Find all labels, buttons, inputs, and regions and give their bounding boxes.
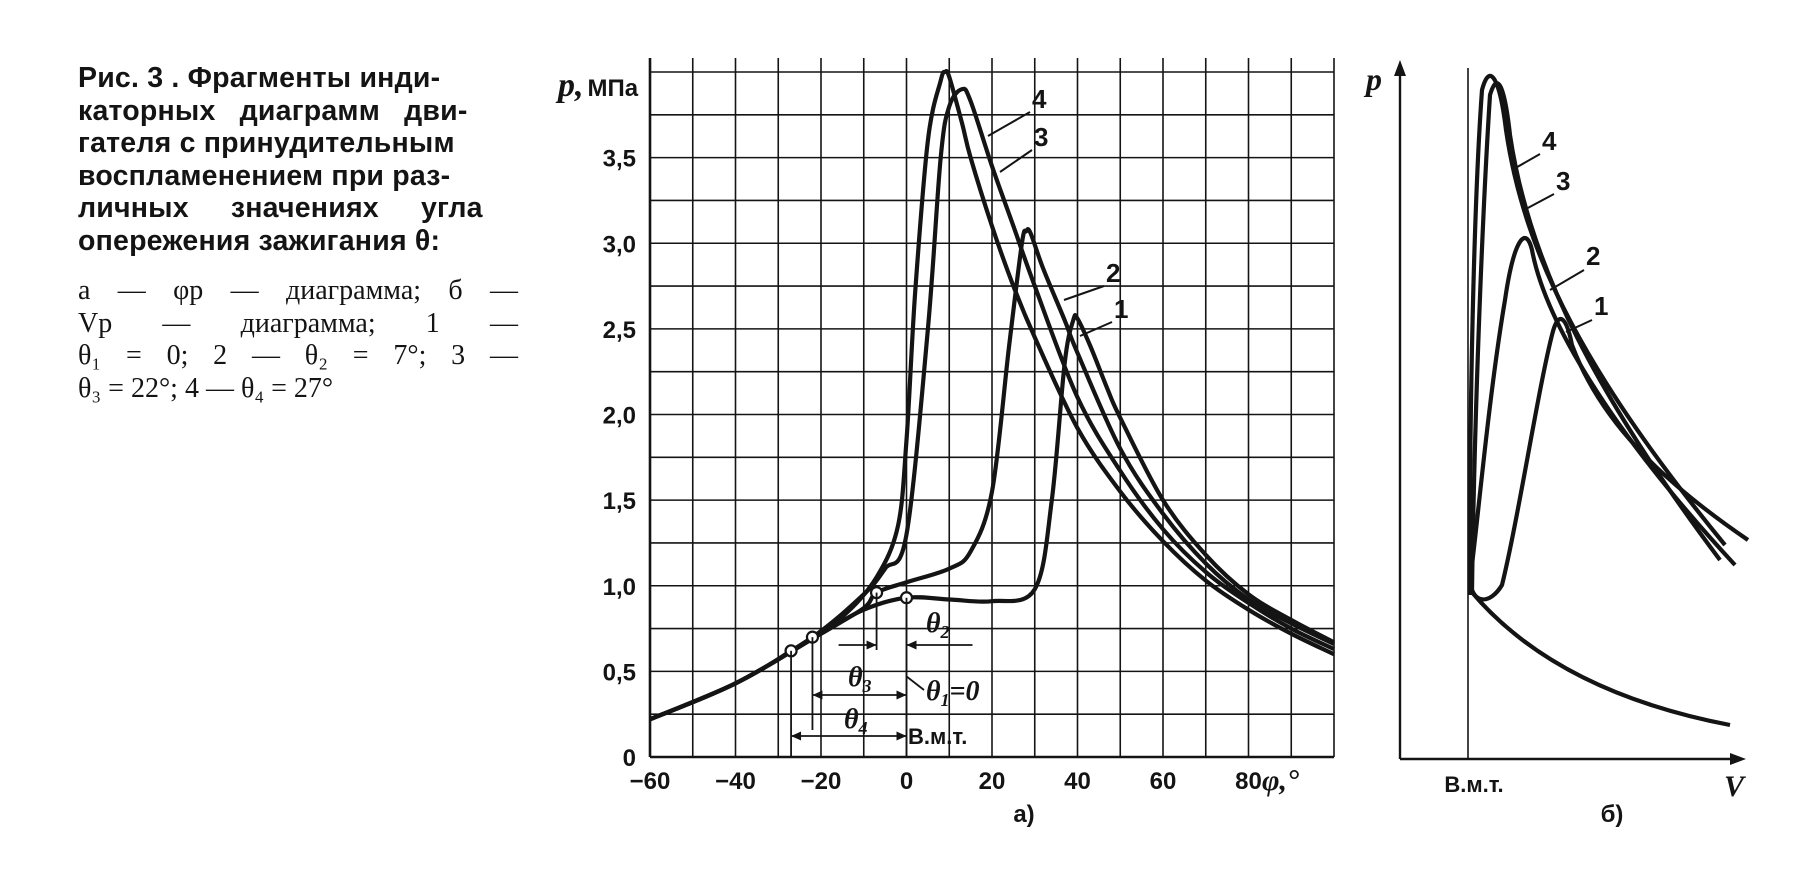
chart-tick-labels: −60 −40 −20 0 20 40 60 80 0 0,5 1,0 1,5 2,0 2,5 3,0 3,5	[603, 146, 1262, 795]
caption-legend-line: θ₁ = 0; 2 — θ₂ = 7°; 3 —	[78, 340, 518, 371]
theta-2-label: θ2	[926, 608, 950, 642]
tdc-label: В.м.т.	[908, 724, 967, 749]
curve-number-label: 2	[1586, 241, 1600, 271]
theta-1-leader	[905, 675, 925, 691]
curve-leader-line	[1523, 193, 1555, 211]
y-tick-label: 2,5	[603, 317, 636, 344]
curve-number-label: 3	[1034, 122, 1048, 152]
caption-title-line: воспламенением при раз-	[78, 159, 451, 192]
caption-title-line: Рис. 3 . Фрагменты инди-	[78, 62, 441, 94]
curve-number-label: 1	[1114, 294, 1128, 324]
y-tick-label: 1,5	[603, 488, 636, 515]
arrow-head	[906, 640, 917, 650]
curve-leader-line	[999, 149, 1033, 173]
x-tick-label: −20	[801, 768, 842, 795]
y-axis-label: p, МПа	[555, 67, 639, 104]
caption-legend-line: Vp — диаграмма; 1 —	[78, 307, 518, 339]
caption-legend: а — φр — диаграмма; б — Vp — диаграмма; …	[78, 275, 518, 405]
v-axis-arrow	[1730, 753, 1746, 765]
curve-leader-line	[1549, 269, 1585, 291]
curve-number-label: 1	[1594, 291, 1608, 321]
x-tick-label: 80	[1235, 768, 1262, 795]
figure-caption: Рис. 3 . Фрагменты инди- каторных диагра…	[78, 62, 518, 405]
curve-number-label: 2	[1106, 258, 1120, 288]
compression-line	[1468, 588, 1731, 728]
curve-leader-line	[1565, 319, 1593, 333]
caption-legend-line: а — φр — диаграмма; б —	[78, 275, 518, 306]
y-tick-label: 0	[623, 745, 636, 772]
series-line-4	[649, 69, 1335, 722]
y-tick-label: 2,0	[603, 403, 636, 430]
caption-title-line: каторных диаграмм дви-	[78, 94, 468, 127]
panel-b-v-p-diagram: p V В.м.т. б) 4 3 2 1	[1363, 60, 1750, 828]
theta-1-label: θ1=0	[926, 676, 980, 710]
x-tick-label: −40	[715, 768, 756, 795]
caption-legend-line: θ₃ = 22°; 4 — θ₄ = 27°	[78, 372, 334, 404]
curve-number-label: 4	[1032, 84, 1047, 114]
theta-4-label: θ4	[844, 704, 868, 738]
p-axis-label: p	[1363, 61, 1382, 97]
y-tick-label: 1,0	[603, 574, 636, 601]
curve-number-label: 3	[1556, 166, 1570, 196]
arrow-head	[866, 640, 877, 650]
x-tick-label: −60	[630, 768, 671, 795]
chart-curves	[649, 69, 1335, 722]
p-axis-arrow	[1394, 60, 1406, 76]
x-tick-label: 40	[1064, 768, 1091, 795]
chart-annotations: p, МПа φ,° а) 4 3 2 1 θ4 θ3 θ2 θ1=0 В.м.т.	[555, 67, 1299, 828]
x-axis-label: φ,°	[1262, 764, 1299, 797]
series-line-2	[649, 227, 1335, 722]
arrow-head	[791, 731, 802, 741]
panel-label-b: б)	[1601, 801, 1624, 828]
vp-curve-3	[1469, 81, 1722, 593]
panel-label-a: а)	[1013, 801, 1034, 828]
theta-3-label: θ3	[848, 662, 872, 696]
x-tick-label: 0	[900, 768, 913, 795]
panel-a-phi-p-diagram: −60 −40 −20 0 20 40 60 80 0 0,5 1,0 1,5 2,0 2,5 3,0 3,5…	[555, 58, 1335, 828]
v-axis-label: V	[1724, 770, 1747, 803]
y-tick-label: 3,0	[603, 231, 636, 258]
y-tick-label: 0,5	[603, 659, 636, 686]
vp-curve-1	[1467, 316, 1750, 602]
y-tick-label: 3,5	[603, 146, 636, 173]
caption-title-line: личных значениях угла	[78, 192, 483, 224]
caption-title: Рис. 3 . Фрагменты инди- каторных диагра…	[78, 62, 518, 257]
curve-leader-line	[1063, 285, 1105, 301]
arrow-head	[896, 690, 907, 700]
caption-title-line: гателя с принудительным	[78, 127, 455, 159]
caption-title-line: опережения зажигания θ:	[78, 224, 441, 257]
vp-curve-4	[1467, 74, 1727, 596]
arrow-head	[812, 690, 823, 700]
x-tick-label: 20	[979, 768, 1006, 795]
curve-leader-line	[1079, 321, 1113, 337]
curve-leader-line	[987, 111, 1031, 137]
curve-number-label: 4	[1542, 126, 1557, 156]
curve-leader-line	[1511, 153, 1541, 171]
tdc-tick-label: В.м.т.	[1444, 772, 1503, 797]
x-tick-label: 60	[1150, 768, 1177, 795]
arrow-head	[896, 731, 907, 741]
